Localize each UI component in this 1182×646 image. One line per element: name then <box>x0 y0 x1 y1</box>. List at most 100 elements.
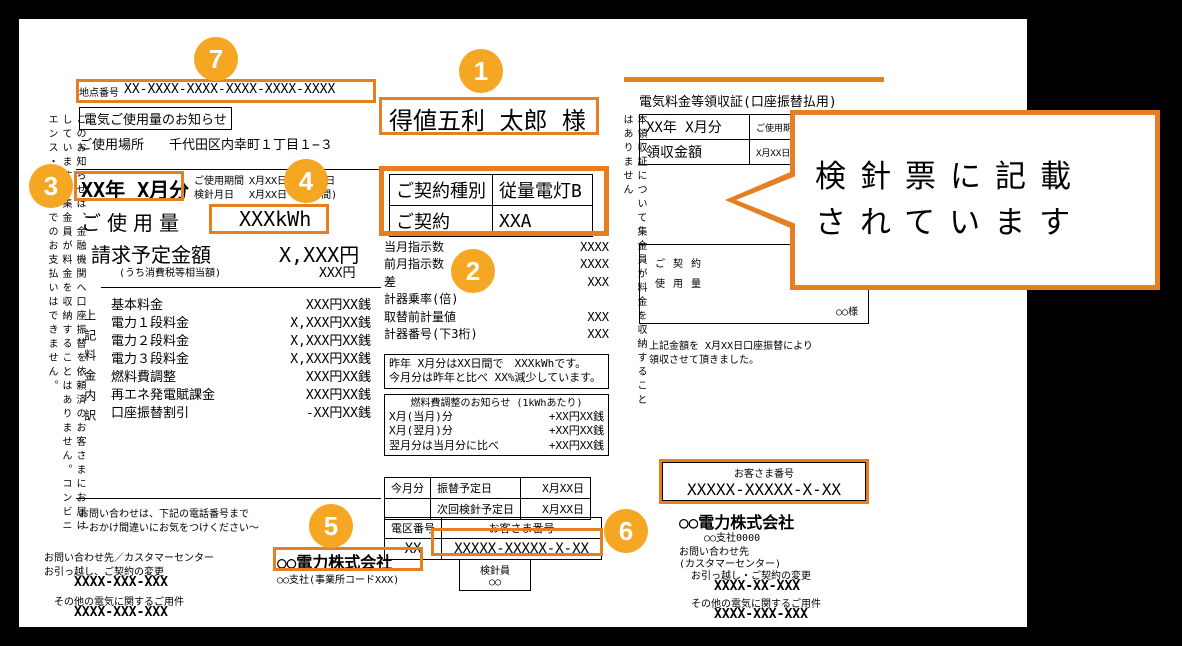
c1a: ご契約種別 <box>390 175 493 206</box>
mr1a: 当月指示数 <box>384 239 444 256</box>
r-note1: 上記金額を X月XX日口座振替により <box>649 337 813 352</box>
r-cust-box: お客さま番号 XXXXX-XXXXX-X-XX <box>662 462 866 501</box>
bd-r3b: X,XXX円XX銭 <box>290 330 371 349</box>
area-label: 電区番号 <box>385 518 442 539</box>
r-c1: ご契約 <box>655 255 709 270</box>
inquiry2: 〜おかけ間違いにお気をつけください〜 <box>79 519 259 534</box>
callout-tail-inner <box>736 176 796 224</box>
badge-4: 4 <box>284 159 328 203</box>
point-value: XX-XXXX-XXXX-XXXX-XXXX-XXXX <box>124 82 335 97</box>
tax-value: XXX円 <box>319 262 355 281</box>
contract-table: ご契約種別従量電灯B ご契約XXA <box>389 174 593 237</box>
f3a: 翌月分は当月分に比べ <box>389 439 499 453</box>
r-amt: 領収金額 <box>640 140 750 165</box>
branch: ○○支社(事業所コードXXX) <box>277 571 399 586</box>
inquiry1: お問い合わせは、下記の電話番号まで <box>79 505 249 520</box>
mr2a: 前月指示数 <box>384 256 444 273</box>
fuel-box: 燃料費調整のお知らせ (1kWhあたり) X月(当月)分 +XX円XX銭 X月(翌… <box>384 394 609 456</box>
bd-r6b: XXX円XX銭 <box>306 384 371 403</box>
r-ym: XX年 X月分 <box>640 115 750 140</box>
callout: 検針票に記載 されています <box>750 110 1160 290</box>
t1b: 振替予定日 <box>431 478 521 499</box>
mr3b: XXX <box>587 274 609 291</box>
r-note2: 領収させて頂きました。 <box>649 351 759 366</box>
bd-r6a: 再エネ発電賦課金 <box>111 384 215 403</box>
callout-line2: されています <box>815 200 1155 247</box>
company: ○○電力株式会社 <box>277 549 392 573</box>
bd-r1b: XXX円XX銭 <box>306 294 371 313</box>
footer-l5: XXXX-XXX-XXX <box>74 605 168 620</box>
meter-reader-v: ○○ <box>480 577 510 588</box>
meter-reader-l: 検針員 <box>480 562 510 577</box>
mr5a: 取替前計量値 <box>384 309 456 326</box>
r-foot4: XXXX-XX-XXX <box>714 579 800 594</box>
callout-box: 検針票に記載 されています <box>790 110 1160 290</box>
point-label: 地点番号 <box>79 84 119 99</box>
f2a: X月(翌月)分 <box>389 424 453 438</box>
bd-r4a: 電力３段料金 <box>111 348 189 367</box>
r-c2: 使用量 <box>655 275 709 290</box>
cust-label: お客さま番号 <box>442 518 602 539</box>
meter-date-label: 検針月日 <box>194 186 234 201</box>
badge-1: 1 <box>459 49 503 93</box>
note2: 今月分は昨年と比べ XX%減少しています。 <box>389 371 604 385</box>
mr6a: 計器番号(下3桁) <box>384 326 478 343</box>
footer-l1: お問い合わせ先／カスタマーセンター <box>44 549 214 564</box>
cust-value: XXXXX-XXXXX-X-XX <box>442 539 602 560</box>
f3b: +XX円XX銭 <box>549 439 604 453</box>
mr3a: 差 <box>384 274 396 291</box>
mr6b: XXX <box>587 326 609 343</box>
f1b: +XX円XX銭 <box>549 410 604 424</box>
transfer-table: 今月分振替予定日X月XX日 次回検針予定日X月XX日 <box>384 477 591 520</box>
badge-3: 3 <box>29 164 73 208</box>
usage-value: XXXkWh <box>239 207 311 231</box>
place-value: 千代田区内幸町１丁目１−３ <box>169 134 333 153</box>
usage-label: ご使用量 <box>81 207 185 236</box>
r-title: 電気料金等領収証(口座振替払用) <box>639 91 837 110</box>
tax-note: (うち消費税等相当額) <box>119 264 221 279</box>
comparison-note: 昨年 X月分はXX日間で XXXkWhです。 今月分は昨年と比べ XX%減少して… <box>384 354 609 389</box>
c2a: ご契約 <box>390 206 493 237</box>
meter-readings: 当月指示数 XXXX 前月指示数 XXXX 差 XXX 計器乗率(倍) 取替前計量値 X… <box>384 239 609 343</box>
area-value: XX <box>385 539 442 560</box>
place-label: ご使用場所 <box>79 134 144 153</box>
bd-r2a: 電力１段料金 <box>111 312 189 331</box>
mr2b: XXXX <box>580 256 609 273</box>
badge-7: 7 <box>194 37 238 81</box>
bd-r7a: 口座振替割引 <box>111 402 189 421</box>
period-label: ご使用期間 <box>194 172 244 187</box>
r-stamp: ○○様 <box>836 303 858 318</box>
bd-r2b: X,XXX円XX銭 <box>290 312 371 331</box>
f1a: X月(当月)分 <box>389 410 453 424</box>
r-cust-label: お客さま番号 <box>663 463 865 480</box>
cust-table: 電区番号 お客さま番号 XX XXXXX-XXXXX-X-XX <box>384 517 602 560</box>
r-branch: ○○支社0000 <box>704 529 760 544</box>
r-cust-value: XXXXX-XXXXX-X-XX <box>663 480 865 499</box>
r-foot6: XXXX-XXX-XXX <box>714 607 808 622</box>
c1b: 従量電灯B <box>493 175 593 206</box>
note1: 昨年 X月分はXX日間で XXXkWhです。 <box>389 357 604 371</box>
bd-r5a: 燃料費調整 <box>111 366 176 385</box>
t1a: 今月分 <box>385 478 431 499</box>
mr5b: XXX <box>587 309 609 326</box>
breakdown-box: 基本料金 XXX円XX銭 電力１段料金 X,XXX円XX銭 電力２段料金 X,X… <box>101 287 381 499</box>
f2b: +XX円XX銭 <box>549 424 604 438</box>
bd-r1a: 基本料金 <box>111 294 163 313</box>
footer-l3: XXXX-XXX-XXX <box>74 575 168 590</box>
bd-r7b: -XX円XX銭 <box>306 402 371 421</box>
mr1b: XXXX <box>580 239 609 256</box>
callout-line1: 検針票に記載 <box>815 154 1155 201</box>
mr4a: 計器乗率(倍) <box>384 291 458 308</box>
bd-r5b: XXX円XX銭 <box>306 366 371 385</box>
t1c: X月XX日 <box>521 478 591 499</box>
orange-top-line <box>624 77 884 82</box>
notice-title: 電気ご使用量のお知らせ <box>79 107 232 130</box>
right-vertical-note: 本領収証について集金員が料金を収納することはありません <box>619 114 647 414</box>
yearmonth: XX年 X月分 <box>81 174 189 203</box>
meter-reader-box: 検針員 ○○ <box>459 559 531 591</box>
badge-6: 6 <box>604 509 648 553</box>
breakdown-title: 上記料金内訳 <box>81 309 98 429</box>
badge-2: 2 <box>451 249 495 293</box>
badge-5: 5 <box>309 504 353 548</box>
fuel-title: 燃料費調整のお知らせ (1kWhあたり) <box>389 397 604 410</box>
